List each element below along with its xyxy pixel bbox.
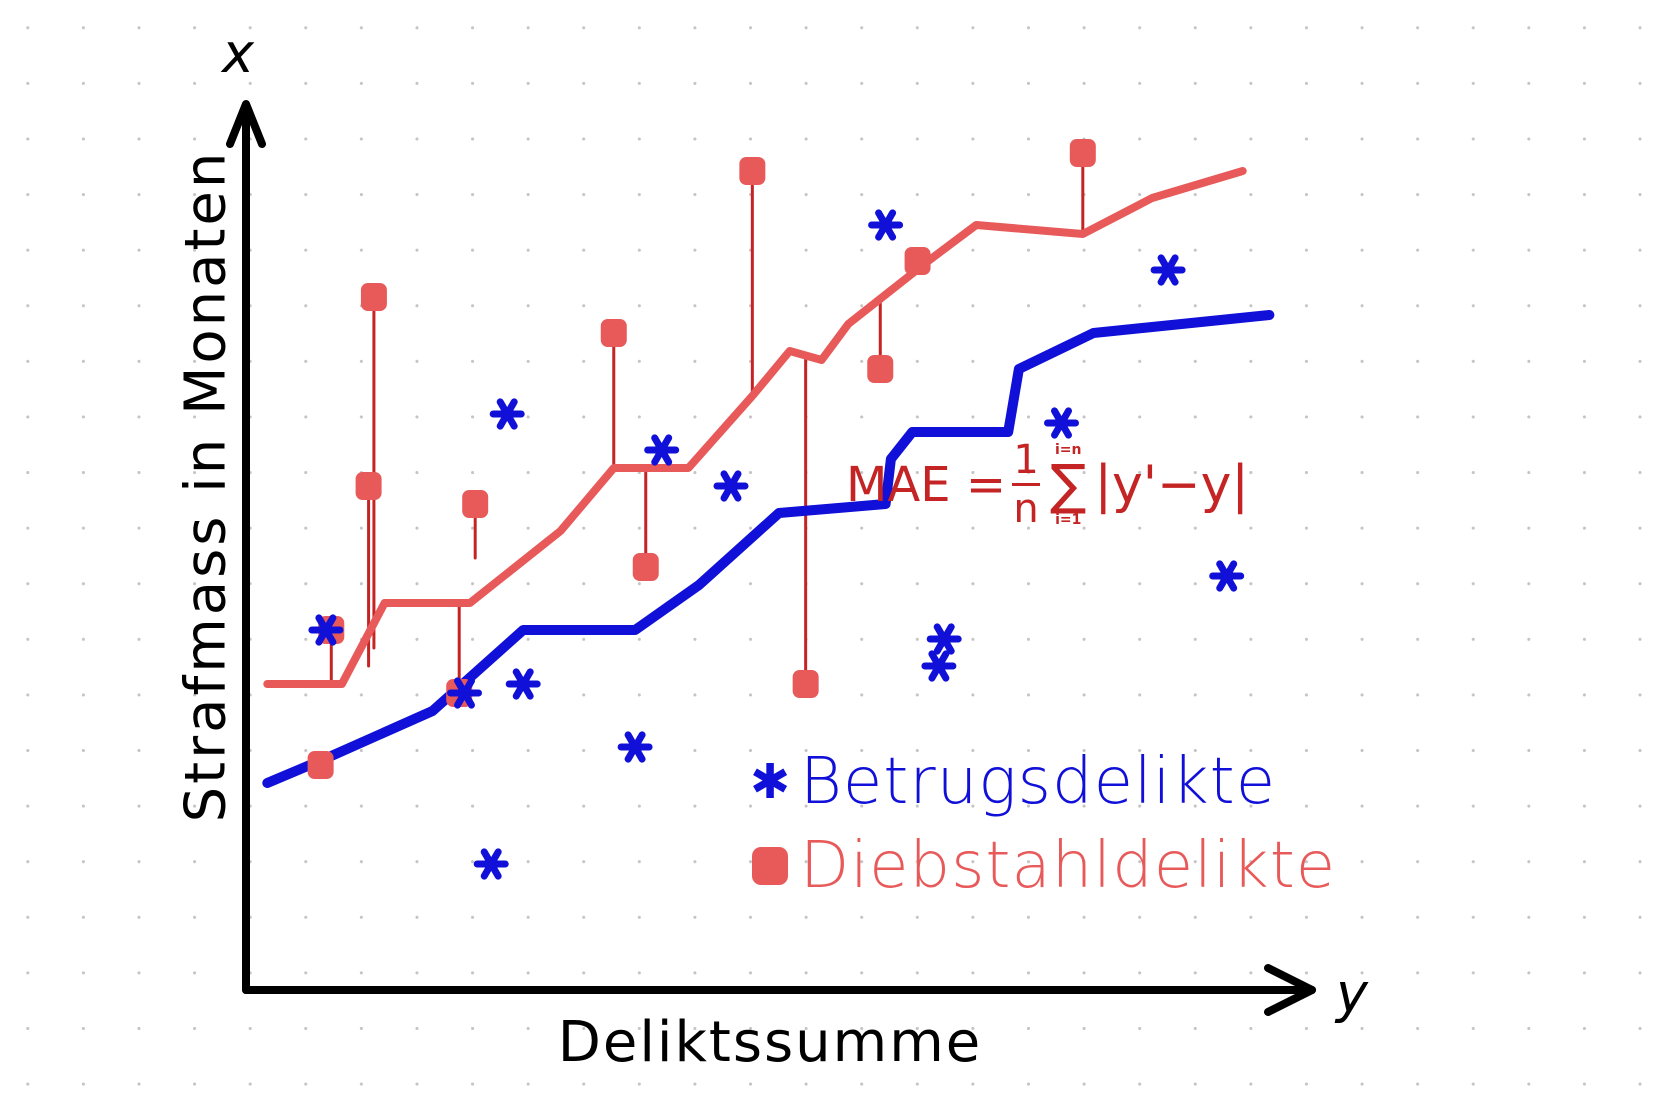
fraud-point: [1044, 407, 1079, 439]
theft-point: [904, 247, 931, 275]
mae-numerator: 1: [1013, 437, 1039, 483]
legend-item-fraud: ✱ Betrugsdelikte: [740, 740, 1336, 824]
theft-point: [867, 355, 894, 383]
fraud-point: [868, 209, 904, 241]
fraud-point: [713, 470, 749, 502]
fraud-point: [473, 848, 509, 880]
fraud-point: [1209, 560, 1245, 592]
x-axis-label: Deliktssumme: [557, 1010, 983, 1075]
theft-point: [600, 319, 627, 347]
theft-regression-line: [263, 167, 1247, 688]
mae-sum: i=n ∑ i=1: [1050, 442, 1086, 528]
fraud-regression-line: [262, 310, 1275, 788]
fraud-point: [617, 731, 653, 763]
legend-marker-star-icon: ✱: [740, 758, 800, 806]
fraud-point: [447, 677, 482, 709]
theft-point: [355, 472, 382, 500]
theft-point: [462, 490, 489, 518]
fraud-point: [921, 650, 957, 682]
mae-denominator: n: [1013, 486, 1039, 532]
sum-symbol: ∑: [1050, 452, 1087, 516]
y-axis-label: Strafmass in Monaten: [173, 149, 239, 823]
horizontal-axis-letter: y: [1336, 962, 1368, 1025]
legend-marker-square-icon: [740, 847, 800, 885]
legend-label-fraud: Betrugsdelikte: [800, 745, 1277, 819]
sum-upper-limit: i=n: [1055, 441, 1082, 458]
vertical-axis-letter: x: [222, 22, 254, 85]
theft-point: [307, 751, 334, 779]
fraud-point: [644, 434, 680, 466]
theft-point: [1069, 139, 1096, 167]
theft-point: [792, 670, 819, 698]
fraud-point: [308, 614, 344, 646]
mae-fraction: 1 n: [1012, 437, 1041, 532]
vertical-axis-arrowhead: [226, 100, 266, 148]
fraud-point: [505, 668, 541, 700]
star-icon: ✱: [749, 754, 791, 810]
fraction-bar: [1012, 483, 1041, 486]
legend-label-theft: Diebstahldelikte: [800, 829, 1337, 903]
theft-point: [360, 283, 387, 311]
mae-formula-lhs: MAE =: [846, 456, 1007, 513]
fraud-point: [489, 398, 525, 430]
square-icon: [752, 847, 788, 885]
horizontal-axis-arrowhead: [1264, 964, 1316, 1016]
theft-point: [739, 157, 766, 185]
legend-item-theft: Diebstahldelikte: [740, 824, 1336, 908]
mae-formula-rhs: |y'−y|: [1094, 454, 1249, 515]
fraud-point: [1150, 254, 1186, 286]
theft-point: [632, 553, 659, 581]
legend: ✱ Betrugsdelikte Diebstahldelikte: [740, 740, 1336, 908]
data-points: [307, 139, 1245, 880]
sum-lower-limit: i=1: [1055, 511, 1082, 528]
mae-formula: MAE = 1 n i=n ∑ i=1 |y'−y|: [846, 440, 1249, 529]
fraud-point: [926, 623, 962, 655]
axis-lines: [226, 100, 1316, 1016]
